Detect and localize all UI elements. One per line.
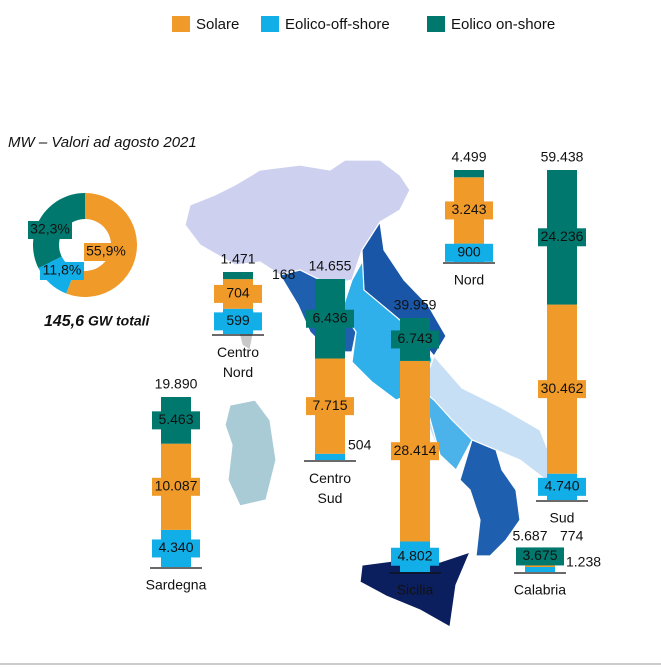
segment-label: 4.740 [544, 478, 579, 494]
segment-label: 1.238 [566, 554, 601, 570]
bar-segment [315, 453, 345, 460]
map-sardegna [224, 399, 277, 507]
italy-map [184, 159, 557, 628]
segment-label: 30.462 [541, 380, 584, 396]
segment-label: 24.236 [541, 228, 584, 244]
segment-label: 6.743 [397, 330, 432, 346]
region-label: Nord [454, 272, 484, 288]
segment-label: 504 [348, 437, 372, 453]
bar-segment [454, 170, 484, 178]
segment-label: 900 [457, 244, 481, 260]
segment-label: 10.087 [155, 478, 198, 494]
slice-label: 11,8% [43, 262, 82, 278]
region-label: Sardegna [146, 577, 207, 593]
slice-label: 55,9% [86, 243, 126, 259]
total-label: 1.471 [220, 251, 255, 267]
legend-swatch [427, 16, 445, 32]
label-box [538, 380, 586, 399]
label-box [445, 243, 493, 262]
region-label: Calabria [514, 582, 566, 598]
total-label: 39.959 [394, 297, 437, 313]
total-label: 4.499 [451, 149, 486, 165]
segment-label: 28.414 [394, 442, 437, 458]
total-label: 14.655 [309, 258, 352, 274]
label-box [306, 309, 354, 328]
label-box [152, 411, 200, 430]
total-label: 5.687 [512, 528, 547, 544]
label-box [28, 221, 72, 239]
segment-label: 6.436 [312, 309, 347, 325]
label-box [445, 201, 493, 220]
label-box [538, 228, 586, 247]
segment-label: 4.802 [397, 547, 432, 563]
segment-label: 168 [272, 266, 296, 282]
total-label: 19.890 [155, 376, 198, 392]
label-box [84, 243, 128, 261]
total-label: 59.438 [541, 149, 584, 165]
segment-label: 3.675 [522, 547, 557, 563]
label-box [538, 477, 586, 496]
region-label: Sud [550, 510, 575, 526]
label-box [391, 547, 439, 566]
segment-label: 7.715 [312, 397, 347, 413]
map-calabria [459, 439, 521, 557]
total-unit: GW totali [88, 313, 151, 329]
legend-label: Solare [196, 16, 239, 33]
bar-segment [525, 566, 555, 572]
label-box [214, 284, 262, 303]
region-label: Sicilia [397, 582, 434, 598]
label-box [516, 547, 564, 566]
total-value: 145,6 [44, 313, 84, 330]
segment-label: 774 [560, 528, 584, 544]
segment-label: 3.243 [451, 201, 486, 217]
slice-label: 32,3% [30, 221, 70, 237]
segment-label: 704 [226, 285, 250, 301]
legend-swatch [261, 16, 279, 32]
label-box [214, 312, 262, 331]
segment-label: 4.340 [158, 539, 193, 555]
segment-label: 5.463 [158, 411, 193, 427]
bar-segment [223, 272, 253, 280]
label-box [152, 477, 200, 496]
subtitle: MW – Valori ad agosto 2021 [8, 134, 197, 151]
legend-label: Eolico on-shore [451, 16, 555, 33]
map-nord [184, 159, 411, 286]
segment-label: 599 [226, 312, 250, 328]
region-label: Centro Nord [217, 344, 259, 380]
label-box [40, 262, 84, 280]
label-box [391, 330, 439, 349]
legend-label: Eolico-off-shore [285, 16, 390, 33]
label-box [306, 397, 354, 416]
label-box [152, 539, 200, 558]
label-box [391, 442, 439, 461]
region-label: Centro Sud [309, 470, 351, 506]
legend-swatch [172, 16, 190, 32]
